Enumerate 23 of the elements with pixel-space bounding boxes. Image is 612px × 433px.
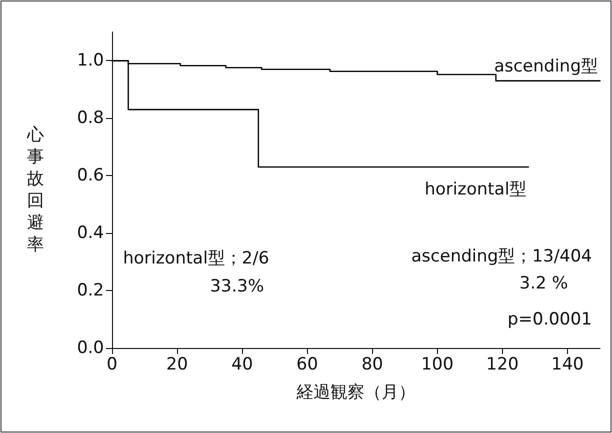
x-tick-label: 80 <box>361 354 384 374</box>
y-tick-label: 0.4 <box>76 223 104 244</box>
x-tick-label: 20 <box>166 354 188 374</box>
y-tick-label: 0.0 <box>76 338 104 358</box>
x-tick-label: 60 <box>296 354 318 374</box>
x-tick-label: 100 <box>421 354 454 374</box>
annotation: 3.2 % <box>519 274 568 294</box>
series-label: ascending型 <box>494 56 598 76</box>
x-axis-title: 経過観察（月） <box>296 382 416 402</box>
series-label: horizontal型 <box>424 180 526 200</box>
annotation: horizontal型；2/6 <box>123 248 270 268</box>
y-tick-label: 1.0 <box>76 50 104 71</box>
y-axis-title: 心事故回避率 <box>26 125 44 255</box>
annotation: 33.3% <box>210 276 264 296</box>
x-tick-label: 120 <box>486 354 519 374</box>
annotation: ascending型；13/404 <box>411 246 592 266</box>
y-tick-label: 0.6 <box>76 166 104 186</box>
x-tick-label: 0 <box>106 354 118 374</box>
x-tick-label: 40 <box>231 354 253 374</box>
y-tick-label: 0.8 <box>76 108 104 128</box>
y-tick-label: 0.2 <box>76 280 104 301</box>
annotation: p=0.0001 <box>507 310 592 330</box>
x-tick-label: 140 <box>551 354 584 374</box>
